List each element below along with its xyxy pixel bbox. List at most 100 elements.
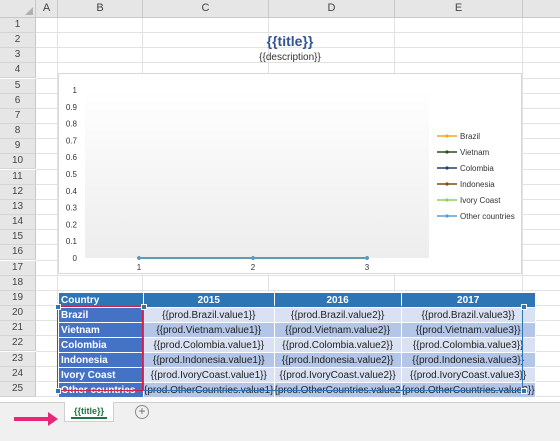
value-cell[interactable]: {prod.OtherCountries.value2 xyxy=(273,382,402,398)
column-header-a[interactable]: A xyxy=(36,0,58,18)
row-header-15[interactable]: 15 xyxy=(0,230,36,246)
range-handle[interactable] xyxy=(141,304,147,310)
row-header-20[interactable]: 20 xyxy=(0,306,36,322)
y-tick-label: 0.2 xyxy=(66,220,78,229)
sheet-tab-title[interactable]: {{title}} xyxy=(64,402,114,422)
y-tick-label: 0.6 xyxy=(66,153,78,162)
country-cell[interactable]: Brazil xyxy=(58,307,144,323)
range-handle[interactable] xyxy=(521,388,527,394)
y-tick-label: 0.3 xyxy=(66,204,78,213)
y-tick-label: 0.8 xyxy=(66,120,78,129)
add-sheet-button[interactable]: + xyxy=(135,405,149,419)
legend-label: Ivory Coast xyxy=(460,196,501,205)
header-country[interactable]: Country xyxy=(58,292,144,308)
row-header-6[interactable]: 6 xyxy=(0,93,36,109)
legend-label: Colombia xyxy=(460,164,494,173)
column-gridline xyxy=(522,18,523,397)
plot-area xyxy=(85,88,429,258)
description-cell[interactable]: {{description}} xyxy=(259,52,321,63)
value-cell[interactable]: {{prod.Brazil.value2}} xyxy=(273,307,402,323)
column-header-e[interactable]: E xyxy=(395,0,523,18)
row-header-18[interactable]: 18 xyxy=(0,275,36,291)
row-header-2[interactable]: 2 xyxy=(0,33,36,49)
value-cell[interactable]: {{prod.Indonesia.value3}} xyxy=(400,352,536,368)
row-header-10[interactable]: 10 xyxy=(0,154,36,170)
value-cell[interactable]: {{prod.Indonesia.value1}} xyxy=(143,352,275,368)
line-chart[interactable]: 0 0.1 0.2 0.3 0.4 0.5 0.6 0.7 0.8 0.9 1 1 2 3 Brazil Vi… xyxy=(58,73,522,274)
chart-plot: 0 0.1 0.2 0.3 0.4 0.5 0.6 0.7 0.8 0.9 1 1 2 3 Brazil Vi… xyxy=(66,86,515,272)
table-row: Vietnam {{prod.Vietnam.value1}} {{prod.V… xyxy=(58,322,536,338)
row-header-25[interactable]: 25 xyxy=(0,381,36,397)
value-cell[interactable]: {{prod.Indonesia.value2}} xyxy=(273,352,402,368)
value-cell[interactable]: {{prod.Colombia.value3}} xyxy=(400,337,536,353)
row-header-12[interactable]: 12 xyxy=(0,184,36,200)
row-header-19[interactable]: 19 xyxy=(0,290,36,306)
legend-marker xyxy=(445,182,449,186)
y-tick-label: 0 xyxy=(73,254,78,263)
row-header-5[interactable]: 5 xyxy=(0,78,36,94)
production-table: Country 2015 2016 2017 Brazil {{prod.Bra… xyxy=(58,292,536,398)
row-header-16[interactable]: 16 xyxy=(0,245,36,261)
header-2016[interactable]: 2016 xyxy=(273,292,402,308)
row-header-13[interactable]: 13 xyxy=(0,199,36,215)
row-header-24[interactable]: 24 xyxy=(0,366,36,382)
legend-marker xyxy=(445,150,449,154)
pointer-arrow-head-icon xyxy=(48,412,58,426)
range-handle[interactable] xyxy=(55,388,61,394)
country-cell[interactable]: Indonesia xyxy=(58,352,144,368)
value-cell[interactable]: {{prod.Vietnam.value3}} xyxy=(400,322,536,338)
row-header-22[interactable]: 22 xyxy=(0,336,36,352)
country-cell[interactable]: Vietnam xyxy=(58,322,144,338)
country-cell[interactable]: Other countries xyxy=(58,382,144,398)
table-header-row: Country 2015 2016 2017 xyxy=(58,292,536,308)
value-cell[interactable]: {{prod.IvoryCoast.value1}} xyxy=(143,367,275,383)
column-header-b[interactable]: B xyxy=(58,0,143,18)
row-header-4[interactable]: 4 xyxy=(0,63,36,79)
table-row: Ivory Coast {{prod.IvoryCoast.value1}} {… xyxy=(58,367,536,383)
value-cell[interactable]: {{prod.Brazil.value1}} xyxy=(143,307,275,323)
legend-label: Other countries xyxy=(460,212,515,221)
y-tick-label: 0.4 xyxy=(66,187,78,196)
spreadsheet-grid[interactable]: A B C D E 1 2 3 4 5 6 7 8 9 10 11 12 13 14 15 16 17 18 19 2… xyxy=(0,0,560,402)
value-cell[interactable]: {prod.OtherCountries.value3}} xyxy=(400,382,536,398)
value-cell[interactable]: {{prod.IvoryCoast.value2}} xyxy=(273,367,402,383)
value-cell[interactable]: {{prod.IvoryCoast.value3}} xyxy=(400,367,536,383)
row-header-9[interactable]: 9 xyxy=(0,139,36,155)
range-handle[interactable] xyxy=(55,304,61,310)
row-header-7[interactable]: 7 xyxy=(0,108,36,124)
header-2015[interactable]: 2015 xyxy=(143,292,275,308)
legend-label: Brazil xyxy=(460,132,480,141)
row-header-14[interactable]: 14 xyxy=(0,215,36,231)
y-tick-label: 1 xyxy=(73,86,78,95)
row-header-3[interactable]: 3 xyxy=(0,48,36,64)
row-header-11[interactable]: 11 xyxy=(0,169,36,185)
y-tick-label: 0.5 xyxy=(66,170,78,179)
row-header-23[interactable]: 23 xyxy=(0,351,36,367)
value-cell[interactable]: {{prod.Colombia.value2}} xyxy=(273,337,402,353)
header-2017[interactable]: 2017 xyxy=(400,292,536,308)
value-cell[interactable]: {{prod.Vietnam.value2}} xyxy=(273,322,402,338)
range-handle[interactable] xyxy=(521,304,527,310)
value-cell[interactable]: {{prod.Brazil.value3}} xyxy=(400,307,536,323)
column-header-c[interactable]: C xyxy=(143,0,269,18)
country-cell[interactable]: Colombia xyxy=(58,337,144,353)
value-cell[interactable]: {{prod.Vietnam.value1}} xyxy=(143,322,275,338)
select-all-corner[interactable] xyxy=(0,0,36,18)
country-cell[interactable]: Ivory Coast xyxy=(58,367,144,383)
row-header-17[interactable]: 17 xyxy=(0,260,36,276)
column-gridline xyxy=(57,18,58,397)
pointer-arrow-icon xyxy=(14,417,50,421)
value-cell[interactable]: {{prod.Colombia.value1}} xyxy=(143,337,275,353)
y-tick-label: 0.9 xyxy=(66,103,78,112)
value-cell[interactable]: {prod.OtherCountries.value1} xyxy=(143,382,275,398)
y-tick-label: 0.7 xyxy=(66,136,78,145)
row-gridline xyxy=(36,289,560,291)
row-header-1[interactable]: 1 xyxy=(0,18,36,33)
row-gridline xyxy=(36,62,560,64)
column-header-d[interactable]: D xyxy=(269,0,395,18)
x-tick-label: 1 xyxy=(137,263,142,272)
row-header-8[interactable]: 8 xyxy=(0,124,36,140)
legend-marker xyxy=(445,166,449,170)
title-cell[interactable]: {{title}} xyxy=(266,33,314,49)
row-header-21[interactable]: 21 xyxy=(0,321,36,337)
